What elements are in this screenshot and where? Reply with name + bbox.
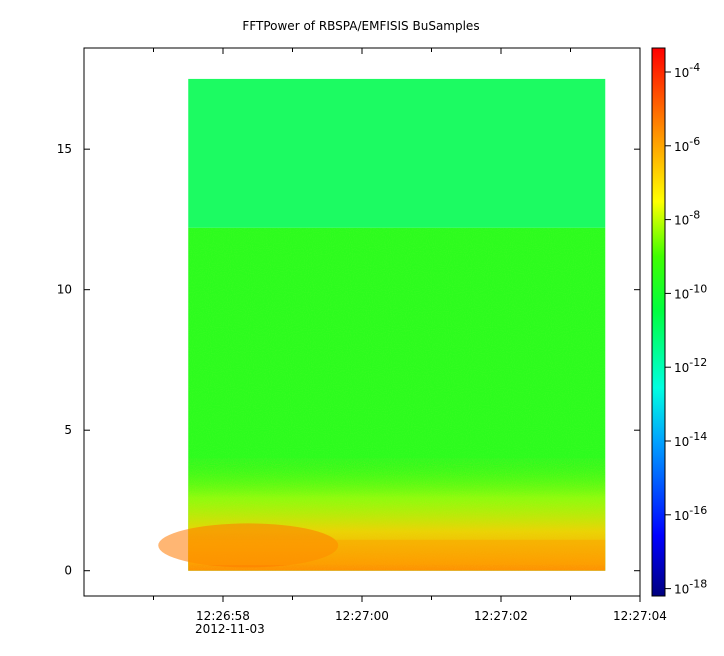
colorbar-tick-label: 10-8 [674, 209, 700, 228]
x-tick-label: 12:26:58 [196, 609, 250, 623]
x-tick-label: 12:27:00 [335, 609, 389, 623]
y-tick-label: 0 [64, 564, 72, 578]
colorbar-axis: 10-4 10-6 10-8 10-10 10-12 10-14 10-16 10-18 [665, 61, 707, 597]
colorbar-tick-label: 10-12 [674, 356, 707, 375]
y-tick-label: 10 [57, 283, 72, 297]
y-tick-label: 15 [57, 142, 72, 156]
colorbar [651, 47, 666, 597]
x-tick-label: 12:27:02 [474, 609, 528, 623]
colorbar-tick-label: 10-4 [674, 61, 700, 80]
colorbar-tick-label: 10-14 [674, 430, 707, 449]
colorbar-tick-label: 10-6 [674, 135, 700, 154]
peak-region [158, 523, 339, 568]
x-tick-label: 12:27:04 [613, 609, 667, 623]
spectrogram-image [158, 78, 606, 571]
colorbar-tick-label: 10-16 [674, 504, 707, 523]
x-date-label: 2012-11-03 [195, 622, 265, 636]
upper-band [188, 78, 606, 228]
chart-title: FFTPower of RBSPA/EMFISIS BuSamples [242, 19, 479, 33]
y-tick-label: 5 [64, 423, 72, 437]
colorbar-tick-label: 10-10 [674, 282, 707, 301]
colorbar-tick-label: 10-18 [674, 578, 707, 597]
y-axis: 0 5 10 15 [57, 142, 640, 578]
peak-strip [188, 539, 606, 566]
